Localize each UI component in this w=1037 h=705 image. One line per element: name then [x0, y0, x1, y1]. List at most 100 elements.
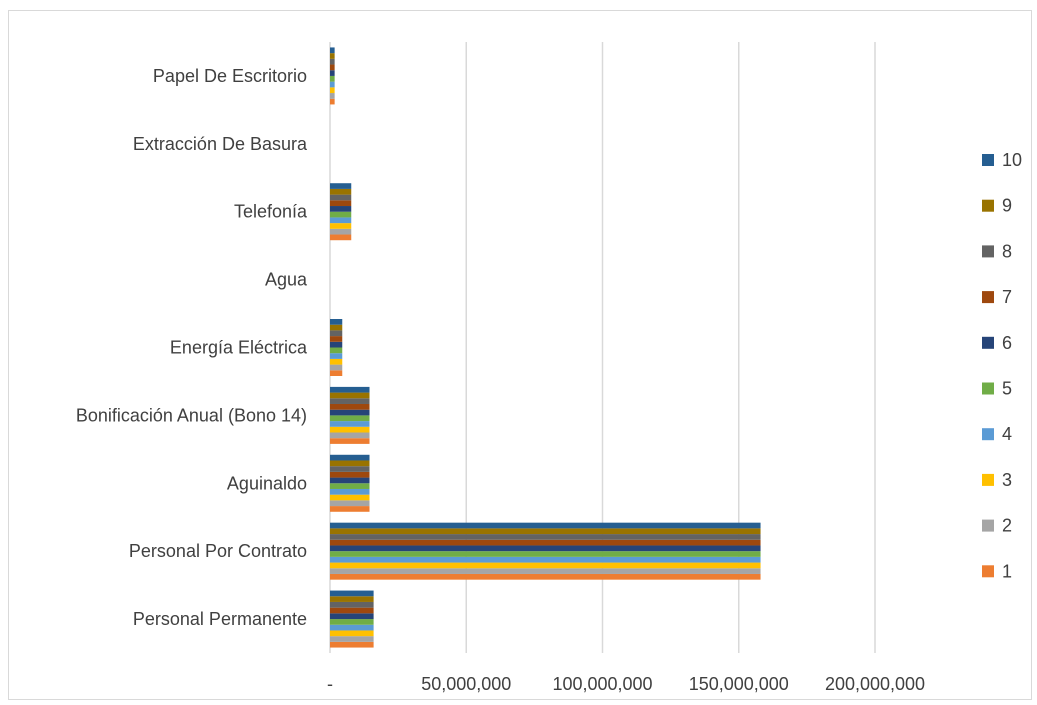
- bar: [330, 506, 370, 512]
- bar: [330, 392, 370, 399]
- legend-swatch: [982, 291, 994, 304]
- bar: [330, 460, 370, 467]
- chart-area: [8, 10, 1032, 700]
- x-tick-label: 50,000,000: [421, 674, 511, 694]
- bar: [330, 641, 374, 648]
- category-labels: Personal Permanente Personal Por Contrato…: [76, 66, 308, 629]
- legend-swatch: [982, 336, 994, 349]
- bar: [330, 522, 761, 529]
- bar: [330, 336, 343, 342]
- category-label: Bonificación Anual (Bono 14): [76, 405, 307, 425]
- bar: [330, 64, 335, 71]
- legend-label: 6: [1002, 333, 1012, 353]
- legend-label: 8: [1002, 241, 1012, 261]
- bar: [330, 194, 352, 201]
- bar: [330, 409, 370, 416]
- category-label: Personal Por Contrato: [129, 541, 307, 561]
- legend-label: 9: [1002, 196, 1012, 216]
- bar: [330, 534, 761, 540]
- bar: [330, 630, 374, 637]
- bar: [330, 206, 352, 212]
- bar: [330, 370, 343, 376]
- bar: [330, 341, 343, 348]
- bar: [330, 415, 370, 422]
- legend: 10 9 8 7 6 5 4 3 2 1: [982, 150, 1022, 581]
- bar: [330, 539, 761, 546]
- bar: [330, 319, 343, 325]
- category-label: Agua: [265, 270, 308, 290]
- bar: [330, 636, 374, 642]
- bar: [330, 477, 370, 484]
- bar: [330, 466, 370, 472]
- bar: [330, 98, 335, 105]
- legend-label: 4: [1002, 424, 1012, 444]
- legend-swatch: [982, 382, 994, 395]
- legend-label: 7: [1002, 287, 1012, 307]
- bar: [330, 432, 370, 439]
- bar: [330, 223, 352, 229]
- x-tick-label: 200,000,000: [825, 674, 925, 694]
- bar: [330, 483, 370, 489]
- bar: [330, 398, 370, 404]
- legend-swatch: [982, 154, 994, 166]
- category-label: Aguinaldo: [227, 473, 307, 493]
- bar: [330, 562, 761, 569]
- bar: [330, 228, 352, 235]
- bar: [330, 358, 343, 365]
- bar: [330, 601, 374, 608]
- bar: [330, 488, 370, 495]
- bar: [330, 93, 335, 99]
- bar: [330, 70, 335, 76]
- legend-label: 2: [1002, 516, 1012, 536]
- category-label: Telefonía: [234, 202, 308, 222]
- bar: [330, 81, 335, 88]
- category-label: Personal Permanente: [133, 609, 307, 629]
- x-axis-tick-labels: - 50,000,000 100,000,000 150,000,000 200,000…: [327, 674, 925, 694]
- x-tick-label: -: [327, 674, 333, 694]
- bar: [330, 624, 374, 631]
- bar: [330, 217, 352, 224]
- bar: [330, 87, 335, 94]
- bar: [330, 568, 761, 574]
- bar: [330, 58, 335, 65]
- category-label: Papel De Escritorio: [153, 66, 307, 86]
- bars: [330, 47, 761, 648]
- x-tick-label: 100,000,000: [552, 674, 652, 694]
- legend-swatch: [982, 473, 994, 486]
- bar: [330, 347, 343, 354]
- legend-swatch: [982, 199, 994, 212]
- bar: [330, 403, 370, 410]
- bar: [330, 364, 343, 371]
- bar: [330, 528, 761, 535]
- bar: [330, 324, 343, 331]
- bar: [330, 188, 352, 195]
- legend-label: 10: [1002, 150, 1022, 170]
- bar: [330, 545, 761, 552]
- bar: [330, 426, 370, 433]
- bar: [330, 200, 352, 207]
- category-label: Extracción De Basura: [133, 134, 308, 154]
- bar: [330, 183, 352, 189]
- legend-label: 3: [1002, 470, 1012, 490]
- bar: [330, 75, 335, 82]
- bar: [330, 454, 370, 461]
- legend-swatch: [982, 565, 994, 578]
- bar: [330, 613, 374, 620]
- bar: [330, 590, 374, 597]
- bar: [330, 556, 761, 563]
- bar: [330, 421, 370, 427]
- bar: [330, 494, 370, 501]
- bar: [330, 596, 374, 602]
- bar: [330, 551, 761, 557]
- bar: [330, 471, 370, 478]
- bar: [330, 353, 343, 359]
- bar: [330, 211, 352, 218]
- bar: [330, 47, 335, 54]
- bar: [330, 53, 335, 59]
- legend-label: 1: [1002, 561, 1012, 581]
- category-label: Energía Eléctrica: [170, 338, 308, 358]
- x-tick-label: 150,000,000: [689, 674, 789, 694]
- bar: [330, 500, 370, 507]
- legend-swatch: [982, 245, 994, 258]
